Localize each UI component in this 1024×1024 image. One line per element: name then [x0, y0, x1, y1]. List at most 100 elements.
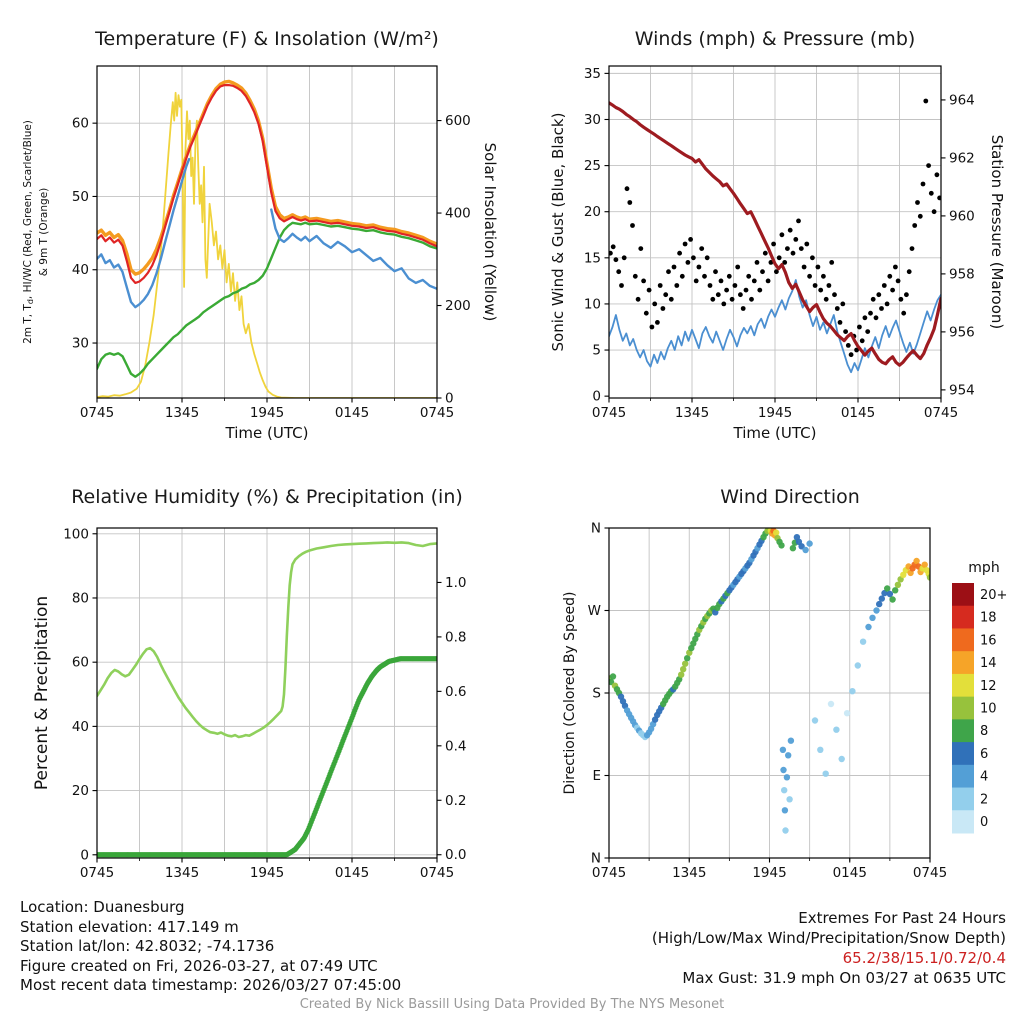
wind-direction-chart-title: Wind Direction [720, 486, 860, 508]
insolation-y-axis-label: Solar Insolation (Yellow) [481, 142, 499, 322]
svg-text:N: N [591, 521, 601, 537]
svg-text:20+: 20+ [980, 588, 1007, 603]
svg-text:N: N [591, 851, 601, 867]
extremes-subtitle: (High/Low/Max Wind/Precipitation/Snow De… [651, 929, 1006, 947]
winds-x-axis-label: Time (UTC) [733, 424, 817, 442]
svg-text:0745: 0745 [913, 865, 947, 881]
wind-gust-y-axis-label: Sonic Wind & Gust (Blue, Black) [549, 112, 567, 352]
svg-text:10: 10 [584, 296, 601, 312]
wind-direction-plot: 0745 1345 1945 0145 0745NESWN20+181614121086… [588, 521, 1008, 882]
temperature-insolation-panel: 0745 1345 1945 0145 0745 30 40 50 60 0 200 400 600 T… [0, 0, 512, 460]
svg-text:0: 0 [980, 815, 988, 830]
svg-text:35: 35 [584, 66, 601, 82]
svg-text:0.4: 0.4 [445, 738, 466, 754]
svg-text:60: 60 [72, 116, 89, 132]
percent-precip-y-axis-label: Percent & Precipitation [32, 595, 52, 791]
winds-chart-title: Winds (mph) & Pressure (mb) [634, 28, 916, 50]
svg-text:0.0: 0.0 [445, 847, 466, 863]
svg-text:15: 15 [584, 250, 601, 266]
svg-text:0745: 0745 [80, 865, 114, 881]
recent-timestamp: Most recent data timestamp: 2026/03/27 0… [20, 976, 402, 994]
svg-text:0145: 0145 [841, 405, 875, 421]
svg-text:1945: 1945 [250, 405, 284, 421]
svg-text:2: 2 [980, 792, 988, 807]
direction-y-axis-label: Direction (Colored By Speed) [562, 591, 578, 795]
svg-text:5: 5 [592, 343, 601, 359]
svg-text:20: 20 [72, 783, 89, 799]
station-info: Location: Duanesburg Station elevation: … [20, 898, 401, 996]
wind-direction-panel: 0745 1345 1945 0145 0745 N E S W N 20+ 18 16 14 12 10 8 6… [512, 460, 1024, 900]
svg-text:1345: 1345 [165, 865, 199, 881]
svg-text:1.0: 1.0 [445, 575, 466, 591]
svg-text:10: 10 [980, 702, 997, 717]
svg-text:1945: 1945 [758, 405, 792, 421]
svg-text:600: 600 [445, 113, 471, 129]
svg-text:1345: 1345 [672, 865, 706, 881]
svg-text:0745: 0745 [592, 865, 626, 881]
max-gust: Max Gust: 31.9 mph On 03/27 at 0635 UTC [682, 969, 1006, 987]
svg-text:1945: 1945 [752, 865, 786, 881]
station-latlon: Station lat/lon: 42.8032; -74.1736 [20, 937, 275, 955]
svg-text:400: 400 [445, 206, 471, 222]
svg-text:0745: 0745 [592, 405, 626, 421]
temperature-chart-title: Temperature (F) & Insolation (W/m²) [95, 28, 439, 50]
svg-text:962: 962 [949, 150, 975, 166]
extremes-title: Extremes For Past 24 Hours [798, 909, 1006, 927]
svg-text:0745: 0745 [420, 865, 454, 881]
svg-text:100: 100 [63, 526, 89, 542]
extremes-values: 65.2/38/15.1/0.72/0.4 [842, 949, 1006, 967]
station-elevation: Station elevation: 417.149 m [20, 917, 239, 936]
extremes-info: Extremes For Past 24 Hours (High/Low/Max… [652, 908, 1006, 988]
svg-text:0145: 0145 [335, 405, 369, 421]
winds-pressure-panel: 0745 1345 1945 0145 0745 0 5 10 15 20 25 30 35 954 956… [512, 0, 1024, 460]
credit-line: Created By Nick Bassill Using Data Provi… [299, 997, 725, 1012]
humidity-precip-panel: 0745 1345 1945 0145 0745 0 20 40 60 80 100 0.0 0.2 0.… [0, 460, 512, 900]
svg-text:W: W [588, 603, 601, 619]
svg-text:0: 0 [592, 389, 601, 405]
svg-text:1345: 1345 [675, 405, 709, 421]
svg-text:0.6: 0.6 [445, 684, 466, 700]
winds-pressure-plot: 0745 1345 1945 0145 074505101520253035954956… [584, 65, 975, 421]
temperature-y-axis-label: 2m T, Td, HI/WC (Red, Green, Scarlet/Blu… [22, 120, 50, 344]
svg-text:60: 60 [72, 655, 89, 671]
colorbar-title: mph [968, 560, 1000, 576]
svg-text:12: 12 [980, 679, 997, 694]
svg-text:8: 8 [980, 724, 988, 739]
svg-text:0.2: 0.2 [445, 793, 466, 809]
svg-text:S: S [592, 686, 601, 702]
svg-text:1345: 1345 [165, 405, 199, 421]
svg-text:0745: 0745 [80, 405, 114, 421]
svg-text:4: 4 [980, 770, 988, 785]
svg-text:1945: 1945 [250, 865, 284, 881]
svg-text:0745: 0745 [420, 405, 454, 421]
station-location: Location: Duanesburg [20, 898, 185, 916]
svg-text:0: 0 [80, 847, 89, 863]
svg-text:14: 14 [980, 656, 997, 671]
svg-text:0: 0 [445, 391, 454, 407]
svg-text:0145: 0145 [335, 865, 369, 881]
svg-text:0145: 0145 [833, 865, 867, 881]
svg-text:0745: 0745 [924, 405, 958, 421]
svg-text:50: 50 [72, 189, 89, 205]
svg-text:18: 18 [980, 611, 997, 626]
svg-text:16: 16 [980, 633, 997, 648]
svg-text:40: 40 [72, 262, 89, 278]
humidity-precip-plot: 0745 1345 1945 0145 0745 0 20 40 60 80 100 0.0 0.2 0.… [63, 526, 466, 881]
svg-text:200: 200 [445, 298, 471, 314]
svg-text:954: 954 [949, 382, 975, 398]
svg-text:E: E [592, 768, 601, 784]
svg-text:960: 960 [949, 208, 975, 224]
svg-text:30: 30 [584, 112, 601, 128]
svg-text:0.8: 0.8 [445, 629, 466, 645]
svg-text:958: 958 [949, 266, 975, 282]
svg-text:20: 20 [584, 204, 601, 220]
svg-text:964: 964 [949, 92, 975, 108]
svg-text:80: 80 [72, 590, 89, 606]
svg-text:30: 30 [72, 336, 89, 352]
figure-created: Figure created on Fri, 2026-03-27, at 07… [20, 956, 378, 975]
svg-text:956: 956 [949, 324, 975, 340]
svg-text:6: 6 [980, 747, 988, 762]
temperature-x-axis-label: Time (UTC) [225, 424, 309, 442]
